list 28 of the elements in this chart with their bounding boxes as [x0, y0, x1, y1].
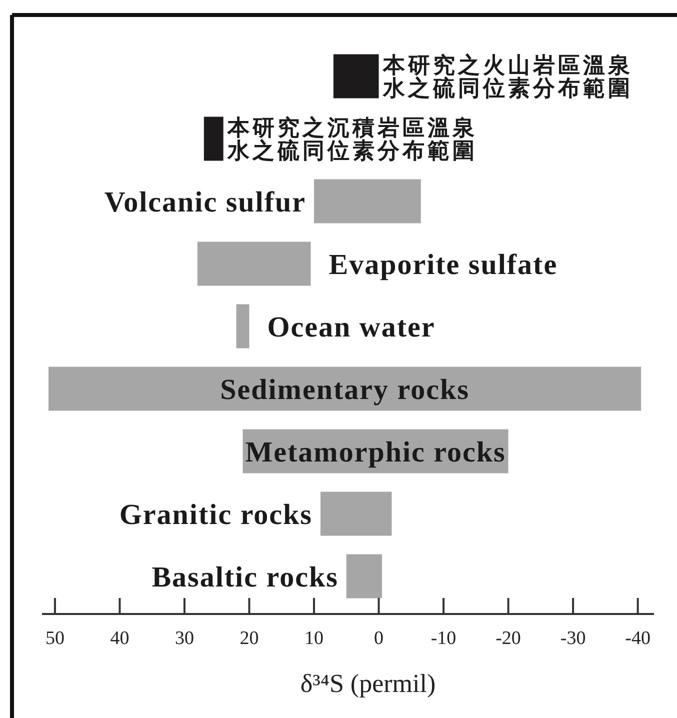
y-tick-label: Sedimentary rocks — [220, 374, 470, 406]
bar — [48, 366, 642, 411]
x-tick-label: 20 — [240, 628, 259, 649]
y-tick-label: Evaporite sulfate — [328, 248, 558, 281]
y-tick-label: Ocean water — [267, 311, 436, 344]
y-tick-label: Volcanic sulfur — [104, 186, 306, 218]
bar — [314, 179, 421, 224]
x-tick-label: 50 — [45, 628, 64, 649]
y-tick-label: Granitic rocks — [119, 498, 312, 531]
x-tick-label: -20 — [496, 628, 521, 649]
y-tick-label: Basaltic rocks — [152, 561, 338, 594]
y-tick-label: 本研究之沉積岩區溫泉水之硫同位素分布範圍 — [226, 114, 478, 163]
bar — [320, 492, 392, 536]
x-tick-label: 0 — [374, 628, 384, 649]
x-tick-label: -40 — [625, 628, 650, 649]
bar — [346, 554, 382, 598]
bar — [204, 116, 224, 161]
bar — [197, 242, 311, 286]
x-axis-title: δ³⁴S (permil) — [300, 669, 436, 698]
x-tick-label: -10 — [430, 628, 456, 649]
y-tick-label: 本研究之火山岩區溫泉水之硫同位素分布範圍 — [382, 52, 633, 100]
bar — [333, 54, 379, 98]
x-tick-label: 40 — [110, 628, 130, 649]
x-tick-label: 30 — [174, 628, 194, 649]
bar — [236, 304, 250, 348]
x-tick-label: -30 — [560, 628, 586, 649]
x-tick-label: 10 — [304, 628, 324, 649]
y-tick-label: Metamorphic rocks — [245, 436, 506, 468]
